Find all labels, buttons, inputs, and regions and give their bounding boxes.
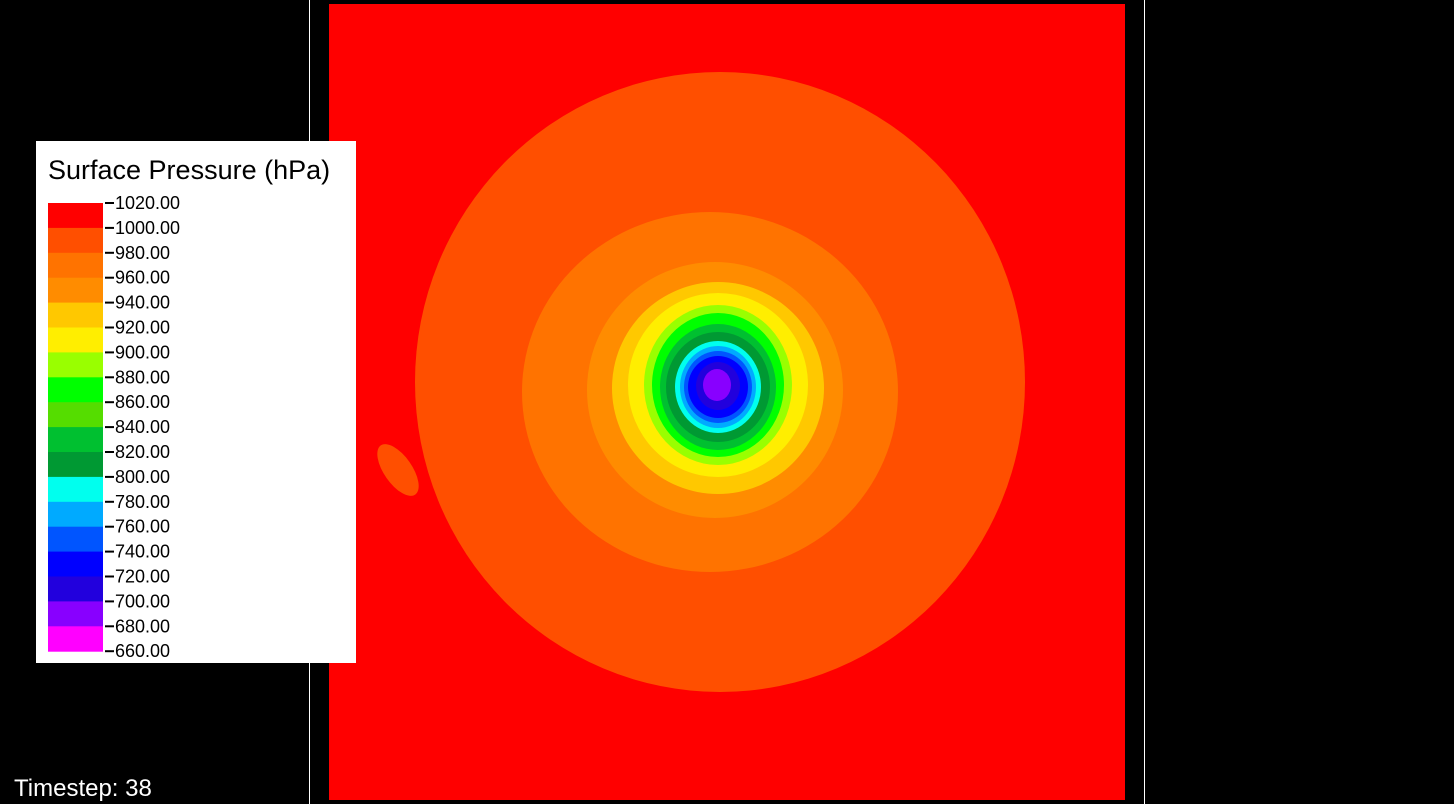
swatch [48,227,103,254]
legend-title: Surface Pressure (hPa) [48,155,330,185]
tick-label: 920.00 [115,318,170,338]
tick-label: 1020.00 [115,193,180,213]
swatch [48,551,103,577]
colorbar: 1020.00 1000.00 980.00 960.00 940.00 920.00 90… [48,193,180,661]
tick-label: 1000.00 [115,218,180,238]
swatch [48,327,103,353]
contours [377,72,1025,692]
tick-label: 720.00 [115,567,170,587]
tick-label: 780.00 [115,492,170,512]
tick-label: 800.00 [115,467,170,487]
swatch [48,402,103,428]
swatch [48,277,103,304]
swatch [48,626,103,652]
contour [703,369,731,401]
tick-label: 880.00 [115,367,170,387]
tick-label: 820.00 [115,442,170,462]
swatch [48,452,103,478]
tick-label: 740.00 [115,542,170,562]
tick-label: 760.00 [115,517,170,537]
swatch [48,252,103,279]
swatch [48,526,103,553]
tick-label: 900.00 [115,342,170,362]
tick-label: 960.00 [115,268,170,288]
tick-label: 660.00 [115,641,170,661]
timestep: Timestep: 38 [14,775,152,802]
tick-label: 700.00 [115,591,170,611]
swatch [48,377,103,403]
swatch [48,427,103,453]
swatch [48,576,103,602]
swatch [48,601,103,627]
swatch [48,352,103,378]
tick-label: 940.00 [115,293,170,313]
tick-label: 860.00 [115,392,170,412]
swatch [48,302,103,328]
tick-label: 980.00 [115,243,170,263]
tick-label: 680.00 [115,616,170,636]
tick-label: 840.00 [115,417,170,437]
swatch [48,501,103,528]
contour [377,444,419,496]
swatch [48,476,103,503]
swatch [48,203,103,229]
